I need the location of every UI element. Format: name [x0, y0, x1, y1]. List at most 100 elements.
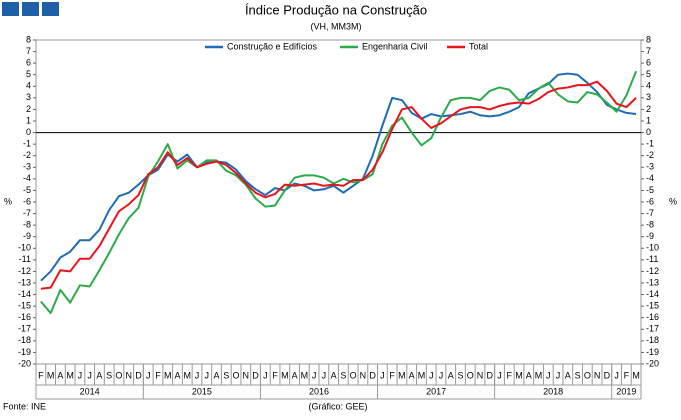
y-tick-label: -10 — [18, 243, 31, 253]
y-tick-label: -7 — [646, 208, 654, 218]
y-tick-label: 6 — [646, 58, 651, 68]
plot-frame — [35, 39, 642, 365]
x-tick-label: M — [535, 370, 543, 380]
y-tick-label: 0 — [646, 127, 651, 137]
x-tick-label: M — [515, 370, 523, 380]
x-tick-label: A — [565, 370, 571, 380]
y-tick-label: -1 — [23, 139, 31, 149]
x-tick-label: J — [263, 370, 268, 380]
x-tick-label: M — [418, 370, 426, 380]
y-axis-label: % — [669, 196, 677, 206]
legend-label: Construção e Edifícios — [227, 41, 318, 51]
y-tick-label: -18 — [646, 335, 659, 345]
x-tick-label: J — [556, 370, 561, 380]
y-tick-label: 5 — [646, 69, 651, 79]
logo-block — [42, 2, 59, 16]
y-tick-label: -20 — [18, 358, 31, 368]
y-tick-label: -17 — [18, 324, 31, 334]
y-tick-label: -5 — [23, 185, 31, 195]
x-tick-label: N — [477, 370, 484, 380]
x-tick-label: M — [632, 370, 640, 380]
x-tick-label: A — [331, 370, 337, 380]
x-tick-label: A — [57, 370, 63, 380]
y-tick-label: -16 — [646, 312, 659, 322]
x-tick-label: S — [575, 370, 581, 380]
y-tick-label: -13 — [646, 277, 659, 287]
credit: (Gráfico: GEE) — [308, 401, 367, 411]
x-tick-label: S — [340, 370, 346, 380]
y-tick-label: -13 — [18, 277, 31, 287]
y-tick-label: -11 — [19, 254, 31, 264]
x-tick-label: J — [439, 370, 444, 380]
x-tick-label: J — [614, 370, 619, 380]
y-tick-label: -19 — [18, 347, 31, 357]
legend-label: Engenharia Civil — [362, 41, 428, 51]
x-tick-label: M — [66, 370, 74, 380]
x-tick-label: J — [546, 370, 551, 380]
x-tick-label: A — [409, 370, 415, 380]
source: Fonte: INE — [3, 401, 46, 411]
x-tick-label: O — [584, 370, 591, 380]
x-tick-label: S — [223, 370, 229, 380]
x-group-label: 2016 — [309, 386, 329, 396]
y-tick-label: -14 — [18, 289, 31, 299]
x-tick-label: F — [389, 370, 395, 380]
y-tick-label: -2 — [23, 150, 31, 160]
y-tick-label: -15 — [646, 301, 659, 311]
x-tick-label: J — [429, 370, 434, 380]
y-tick-label: 2 — [26, 104, 31, 114]
x-tick-label: O — [233, 370, 240, 380]
x-tick-label: A — [214, 370, 220, 380]
x-tick-label: S — [457, 370, 463, 380]
x-tick-label: M — [301, 370, 309, 380]
y-tick-label: 6 — [26, 58, 31, 68]
logo-block — [2, 2, 19, 16]
x-tick-label: S — [106, 370, 112, 380]
y-tick-label: -6 — [646, 196, 654, 206]
x-group-label: 2018 — [543, 386, 563, 396]
y-tick-label: 2 — [646, 104, 651, 114]
y-tick-label: 1 — [646, 115, 651, 125]
x-tick-label: J — [312, 370, 317, 380]
x-tick-label: D — [604, 370, 611, 380]
y-tick-label: -11 — [646, 254, 658, 264]
x-tick-label: F — [272, 370, 278, 380]
y-tick-label: 8 — [646, 34, 651, 44]
y-tick-label: -6 — [23, 196, 31, 206]
series-line — [40, 80, 637, 290]
y-tick-label: -8 — [646, 220, 654, 230]
x-tick-label: F — [38, 370, 44, 380]
y-tick-label: -19 — [646, 347, 659, 357]
y-tick-label: 0 — [26, 127, 31, 137]
y-tick-label: -12 — [18, 266, 31, 276]
y-tick-label: -3 — [23, 162, 31, 172]
x-tick-label: O — [115, 370, 122, 380]
y-tick-label: -4 — [23, 173, 31, 183]
chart-subtitle: (VH, MM3M) — [311, 21, 362, 31]
y-tick-label: -15 — [18, 301, 31, 311]
legend-label: Total — [469, 41, 488, 51]
x-tick-label: D — [487, 370, 494, 380]
chart-title: Índice Produção na Construção — [245, 2, 427, 17]
y-tick-label: -8 — [23, 220, 31, 230]
x-tick-label: A — [526, 370, 532, 380]
y-tick-label: 4 — [646, 81, 651, 91]
x-tick-label: M — [398, 370, 406, 380]
x-tick-label: A — [292, 370, 298, 380]
x-group-label: 2015 — [192, 386, 212, 396]
x-tick-label: J — [146, 370, 151, 380]
series-line — [40, 72, 637, 282]
y-tick-label: 3 — [646, 92, 651, 102]
y-tick-label: -3 — [646, 162, 654, 172]
x-tick-label: J — [205, 370, 210, 380]
y-tick-label: 3 — [26, 92, 31, 102]
y-tick-label: -12 — [646, 266, 659, 276]
x-tick-label: O — [350, 370, 357, 380]
x-tick-label: M — [184, 370, 192, 380]
x-tick-label: A — [96, 370, 102, 380]
x-tick-label: J — [78, 370, 83, 380]
x-tick-label: N — [594, 370, 601, 380]
y-tick-label: 7 — [646, 46, 651, 56]
x-group-label: 2014 — [80, 386, 100, 396]
